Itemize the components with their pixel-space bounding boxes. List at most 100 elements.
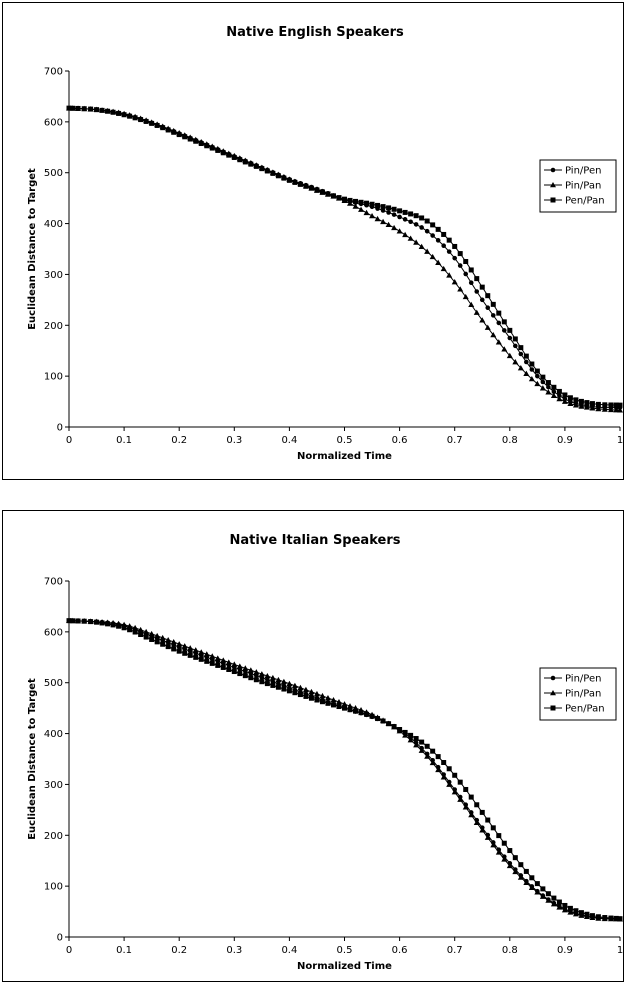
data-point-marker — [187, 645, 194, 651]
data-point-marker — [330, 193, 336, 199]
data-point-marker — [446, 249, 452, 254]
x-tick-label: 0.3 — [226, 435, 242, 446]
data-point-marker — [402, 231, 409, 238]
data-point-marker — [578, 398, 584, 404]
data-point-marker — [490, 301, 496, 307]
data-point-marker — [463, 786, 469, 792]
data-point-marker — [342, 196, 347, 202]
legend: Pin/Pen Pin/Pan Pen/Pan — [539, 667, 617, 721]
data-point-marker — [280, 678, 287, 685]
data-point-marker — [292, 690, 298, 696]
data-point-marker — [524, 359, 529, 365]
data-point-marker — [413, 213, 419, 219]
data-point-marker — [474, 802, 480, 808]
data-point-marker — [154, 639, 160, 645]
data-point-marker — [336, 195, 342, 201]
data-point-marker — [435, 259, 442, 265]
data-point-marker — [556, 388, 562, 394]
data-point-marker — [573, 397, 579, 403]
x-tick-label: 0.9 — [557, 945, 573, 956]
data-point-marker — [192, 647, 199, 653]
legend-label: Pen/Pan — [565, 196, 605, 207]
data-point-marker — [485, 293, 491, 299]
data-point-marker — [528, 375, 535, 382]
data-point-marker — [127, 113, 133, 119]
data-point-marker — [259, 166, 265, 172]
x-tick-label: 0.1 — [116, 435, 132, 446]
series-line — [68, 620, 621, 920]
data-point-marker — [424, 218, 430, 224]
data-point-marker — [270, 682, 276, 688]
data-point-marker — [198, 140, 204, 146]
data-point-marker — [452, 243, 458, 249]
data-point-marker — [259, 679, 265, 685]
data-point-marker — [424, 228, 430, 234]
data-point-marker — [517, 874, 524, 880]
data-point-marker — [165, 636, 172, 643]
data-point-marker — [584, 400, 590, 406]
data-point-marker — [292, 179, 298, 185]
data-point-marker — [127, 627, 133, 633]
data-point-marker — [308, 695, 314, 701]
data-point-marker — [413, 239, 420, 245]
data-point-marker — [457, 796, 464, 802]
data-point-marker — [319, 699, 325, 705]
data-point-marker — [143, 628, 150, 635]
data-point-marker — [602, 915, 608, 921]
data-point-marker — [397, 214, 402, 220]
data-point-marker — [613, 402, 619, 408]
data-point-marker — [209, 660, 215, 666]
x-tick-label: 1 — [617, 945, 623, 956]
data-point-marker — [540, 886, 546, 892]
data-point-marker — [165, 644, 171, 650]
data-point-marker — [523, 868, 529, 874]
data-point-marker — [231, 661, 238, 667]
data-point-marker — [94, 107, 100, 113]
data-point-marker — [407, 737, 414, 743]
x-tick-label: 1 — [617, 435, 623, 446]
legend-label: Pin/Pan — [565, 689, 601, 700]
data-point-marker — [347, 197, 353, 203]
series-line — [68, 107, 621, 409]
x-tick-label: 0.3 — [226, 945, 242, 956]
data-point-marker — [325, 191, 331, 197]
x-tick-label: 0.5 — [337, 435, 353, 446]
y-tick-label: 400 — [44, 219, 63, 230]
data-point-marker — [121, 112, 127, 118]
data-point-marker — [353, 708, 359, 714]
x-tick-label: 0.6 — [392, 945, 408, 956]
series-line — [68, 107, 621, 411]
x-tick-label: 0.9 — [557, 435, 573, 446]
data-point-marker — [363, 209, 370, 216]
data-point-marker — [501, 319, 507, 325]
data-point-marker — [391, 224, 398, 231]
data-point-marker — [137, 626, 144, 633]
data-point-marker — [330, 702, 336, 708]
data-point-marker — [396, 228, 403, 234]
data-point-marker — [176, 132, 182, 138]
data-point-marker — [297, 181, 303, 187]
data-point-marker — [440, 774, 447, 780]
data-point-marker — [198, 656, 204, 662]
data-point-marker — [501, 346, 508, 352]
y-tick-label: 600 — [44, 627, 63, 638]
data-point-marker — [550, 901, 557, 907]
data-point-marker — [473, 309, 480, 315]
data-point-marker — [523, 353, 529, 359]
series-pen-pan — [66, 618, 623, 922]
data-point-marker — [468, 301, 475, 308]
data-point-marker — [468, 280, 474, 286]
data-point-marker — [402, 217, 408, 222]
data-point-marker — [149, 636, 155, 642]
x-tick-label: 0.2 — [171, 945, 187, 956]
data-point-marker — [545, 389, 552, 395]
data-point-marker — [501, 856, 508, 862]
data-point-marker — [501, 840, 507, 846]
data-point-marker — [512, 855, 518, 861]
data-point-marker — [496, 833, 502, 839]
data-point-marker — [220, 664, 226, 670]
data-point-marker — [402, 729, 408, 735]
data-point-marker — [324, 694, 331, 701]
data-point-marker — [583, 404, 590, 410]
data-point-marker — [358, 199, 364, 205]
